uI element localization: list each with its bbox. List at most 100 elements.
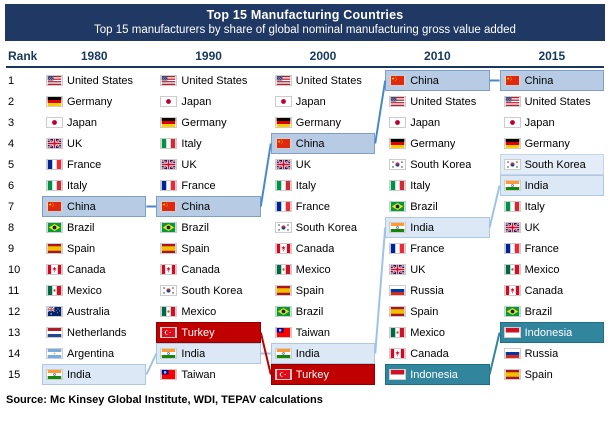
country-label: China (525, 75, 554, 87)
flag-icon-cn (46, 201, 63, 212)
country-cell: UK (271, 154, 375, 175)
flag-icon-mx (275, 264, 292, 275)
flag-icon-ru (389, 285, 406, 296)
header-row: Rank 1980 1990 2000 2010 2015 (6, 48, 604, 68)
country-cell: India (500, 175, 604, 196)
country-label: Indonesia (410, 369, 458, 381)
flag-icon-gb (275, 159, 292, 170)
country-label: United States (410, 96, 476, 108)
flag-icon-id (504, 327, 521, 338)
country-label: Germany (67, 96, 112, 108)
country-cell: India (271, 343, 375, 364)
country-cell: India (156, 343, 260, 364)
flag-icon-de (504, 138, 521, 149)
country-cell: Mexico (385, 322, 489, 343)
flag-icon-jp (46, 117, 63, 128)
country-label: Canada (410, 348, 449, 360)
country-cell: South Korea (500, 154, 604, 175)
flag-icon-gb (389, 264, 406, 275)
country-label: France (410, 243, 444, 255)
country-cell: Argentina (42, 343, 146, 364)
title-bar: Top 15 Manufacturing Countries Top 15 ma… (5, 4, 605, 41)
country-cell: Brazil (385, 196, 489, 217)
flag-icon-ca (160, 264, 177, 275)
country-label: Brazil (410, 201, 438, 213)
flag-icon-in (389, 222, 406, 233)
country-cell: UK (500, 217, 604, 238)
flag-icon-br (389, 201, 406, 212)
country-cell: India (385, 217, 489, 238)
country-label: Japan (525, 117, 555, 129)
country-cell: Turkey (271, 364, 375, 385)
country-cell: Australia (42, 301, 146, 322)
country-cell: Japan (271, 91, 375, 112)
rank-label: 7 (6, 196, 32, 217)
country-cell: South Korea (271, 217, 375, 238)
country-cell: Mexico (42, 280, 146, 301)
country-label: Indonesia (525, 327, 573, 339)
flag-icon-in (160, 348, 177, 359)
flag-icon-jp (504, 117, 521, 128)
country-label: Netherlands (67, 327, 126, 339)
country-cell: Taiwan (156, 364, 260, 385)
country-cell: United States (271, 70, 375, 91)
country-cell: Russia (500, 343, 604, 364)
country-label: South Korea (296, 222, 357, 234)
flag-icon-fr (389, 243, 406, 254)
country-label: France (181, 180, 215, 192)
country-cell: India (42, 364, 146, 385)
country-label: China (410, 75, 439, 87)
rank-label: 2 (6, 91, 32, 112)
flag-icon-es (275, 285, 292, 296)
country-cell: South Korea (385, 154, 489, 175)
flag-icon-in (46, 369, 63, 380)
country-cell: Canada (271, 238, 375, 259)
flag-icon-br (504, 306, 521, 317)
country-cell: China (156, 196, 260, 217)
country-label: Italy (410, 180, 430, 192)
country-label: Brazil (181, 222, 209, 234)
country-label: Taiwan (296, 327, 330, 339)
country-label: Germany (525, 138, 570, 150)
country-label: Italy (67, 180, 87, 192)
country-cell: France (271, 196, 375, 217)
country-cell: Germany (500, 133, 604, 154)
flag-icon-fr (275, 201, 292, 212)
country-label: United States (296, 75, 362, 87)
country-label: Germany (296, 117, 341, 129)
flag-icon-it (275, 180, 292, 191)
flag-icon-it (46, 180, 63, 191)
country-label: France (525, 243, 559, 255)
country-label: UK (181, 159, 196, 171)
flag-icon-de (389, 138, 406, 149)
country-cell: Spain (500, 364, 604, 385)
country-cell: Japan (500, 112, 604, 133)
country-cell: Brazil (271, 301, 375, 322)
country-label: Germany (410, 138, 455, 150)
country-cell: South Korea (156, 280, 260, 301)
country-label: Mexico (410, 327, 445, 339)
flag-icon-kr (389, 159, 406, 170)
country-label: India (525, 180, 549, 192)
flag-icon-us (160, 75, 177, 86)
country-cell: Spain (271, 280, 375, 301)
rank-label: 15 (6, 364, 32, 385)
country-cell: Turkey (156, 322, 260, 343)
flag-icon-gb (160, 159, 177, 170)
country-cell: Germany (271, 112, 375, 133)
country-cell: Taiwan (271, 322, 375, 343)
country-label: India (67, 369, 91, 381)
country-cell: France (156, 175, 260, 196)
flag-icon-tr (160, 327, 177, 338)
flag-icon-de (275, 117, 292, 128)
country-cell: China (500, 70, 604, 91)
country-label: France (296, 201, 330, 213)
country-cell: Germany (156, 112, 260, 133)
country-label: UK (525, 222, 540, 234)
flag-icon-it (160, 138, 177, 149)
country-label: South Korea (181, 285, 242, 297)
country-cell: Italy (271, 175, 375, 196)
rank-label: 12 (6, 301, 32, 322)
